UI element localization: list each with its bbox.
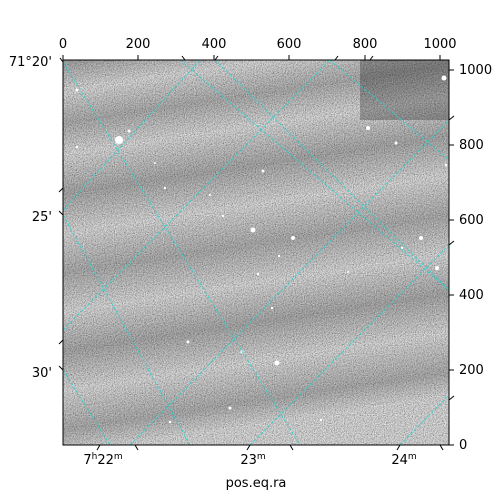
- wcs-tick-mark: [59, 57, 64, 63]
- star: [419, 236, 423, 240]
- dec-tick-label: 71°20': [9, 55, 52, 70]
- wcs-tick-mark: [58, 187, 64, 193]
- star: [277, 254, 281, 258]
- wcs-tick-mark: [134, 444, 139, 451]
- top-tick-label: 1000: [423, 37, 456, 52]
- star: [270, 306, 274, 310]
- top-tick-label: 600: [277, 37, 302, 52]
- wcs-tick-mark: [396, 444, 401, 451]
- grid-line: [249, 244, 449, 445]
- wcs-tick-mark: [58, 210, 64, 216]
- ra-tick-label: 7h22m: [83, 452, 122, 468]
- top-tick-label: 200: [126, 37, 151, 52]
- star: [186, 340, 190, 344]
- top-pixel-axis: 0 200 400 600 800 1000: [59, 37, 457, 52]
- wcs-tick-mark: [334, 55, 339, 61]
- star-field: [75, 75, 448, 424]
- ra-axis: 7h22m 23m 24m pos.eq.ra: [83, 452, 416, 491]
- right-tick-label: 400: [459, 288, 484, 303]
- star: [221, 214, 225, 218]
- star: [127, 129, 131, 133]
- ra-tick-label: 24m: [391, 452, 416, 468]
- star: [444, 163, 448, 167]
- star: [75, 88, 79, 92]
- wcs-tick-mark: [448, 240, 455, 246]
- top-tick-label: 400: [202, 37, 227, 52]
- ra-tick-label: 23m: [240, 452, 265, 468]
- top-tick-label: 800: [353, 37, 378, 52]
- star: [168, 420, 172, 424]
- top-tick-label: 0: [59, 37, 67, 52]
- wcs-tick-mark: [58, 339, 64, 345]
- grid-line: [399, 394, 449, 445]
- star: [400, 246, 404, 250]
- wcs-tick-mark: [96, 444, 101, 451]
- right-tick-label: 200: [459, 363, 484, 378]
- right-tick-label: 0: [459, 438, 467, 453]
- wcs-tick-mark: [181, 55, 186, 61]
- ra-axis-label: pos.eq.ra: [226, 476, 287, 491]
- sky-image: [63, 60, 449, 445]
- dec-tick-label: 30': [32, 366, 52, 381]
- wcs-tick-mark: [439, 444, 444, 451]
- star: [261, 169, 265, 173]
- grid-line: [63, 60, 331, 331]
- grid-line: [129, 119, 449, 445]
- star: [75, 145, 79, 149]
- star: [228, 406, 232, 410]
- star: [394, 141, 398, 145]
- wcs-tick-mark: [369, 55, 374, 61]
- right-pixel-axis: 0 200 400 600 800 1000: [459, 63, 492, 453]
- star: [366, 126, 370, 130]
- grid-line: [179, 60, 449, 291]
- star: [347, 271, 349, 273]
- star: [209, 194, 211, 196]
- grid-line: [63, 61, 301, 445]
- grid-line: [63, 214, 191, 445]
- grid-line: [63, 60, 201, 211]
- coordinate-grid: [63, 60, 449, 445]
- wcs-tick-mark: [289, 444, 294, 451]
- star: [274, 360, 280, 366]
- star: [115, 136, 123, 144]
- plot-frame: [62, 59, 450, 446]
- axis-ticks: [58, 55, 455, 451]
- wcs-tick-mark: [58, 365, 64, 371]
- dec-tick-label: 25': [32, 210, 52, 225]
- star: [154, 162, 156, 164]
- wcs-tick-mark: [448, 395, 455, 401]
- right-tick-label: 1000: [459, 63, 492, 78]
- star: [256, 272, 260, 276]
- wcs-tick-mark: [448, 115, 455, 121]
- grid-line: [329, 60, 449, 161]
- dec-axis: 71°20' 25' 30': [9, 55, 52, 381]
- star: [291, 236, 295, 240]
- wcs-tick-mark: [214, 55, 219, 61]
- star: [435, 266, 439, 270]
- star: [441, 75, 447, 81]
- right-tick-label: 800: [459, 138, 484, 153]
- star: [250, 227, 256, 233]
- star: [319, 418, 323, 422]
- star: [163, 186, 167, 190]
- right-tick-label: 600: [459, 213, 484, 228]
- wcs-tick-mark: [246, 444, 251, 451]
